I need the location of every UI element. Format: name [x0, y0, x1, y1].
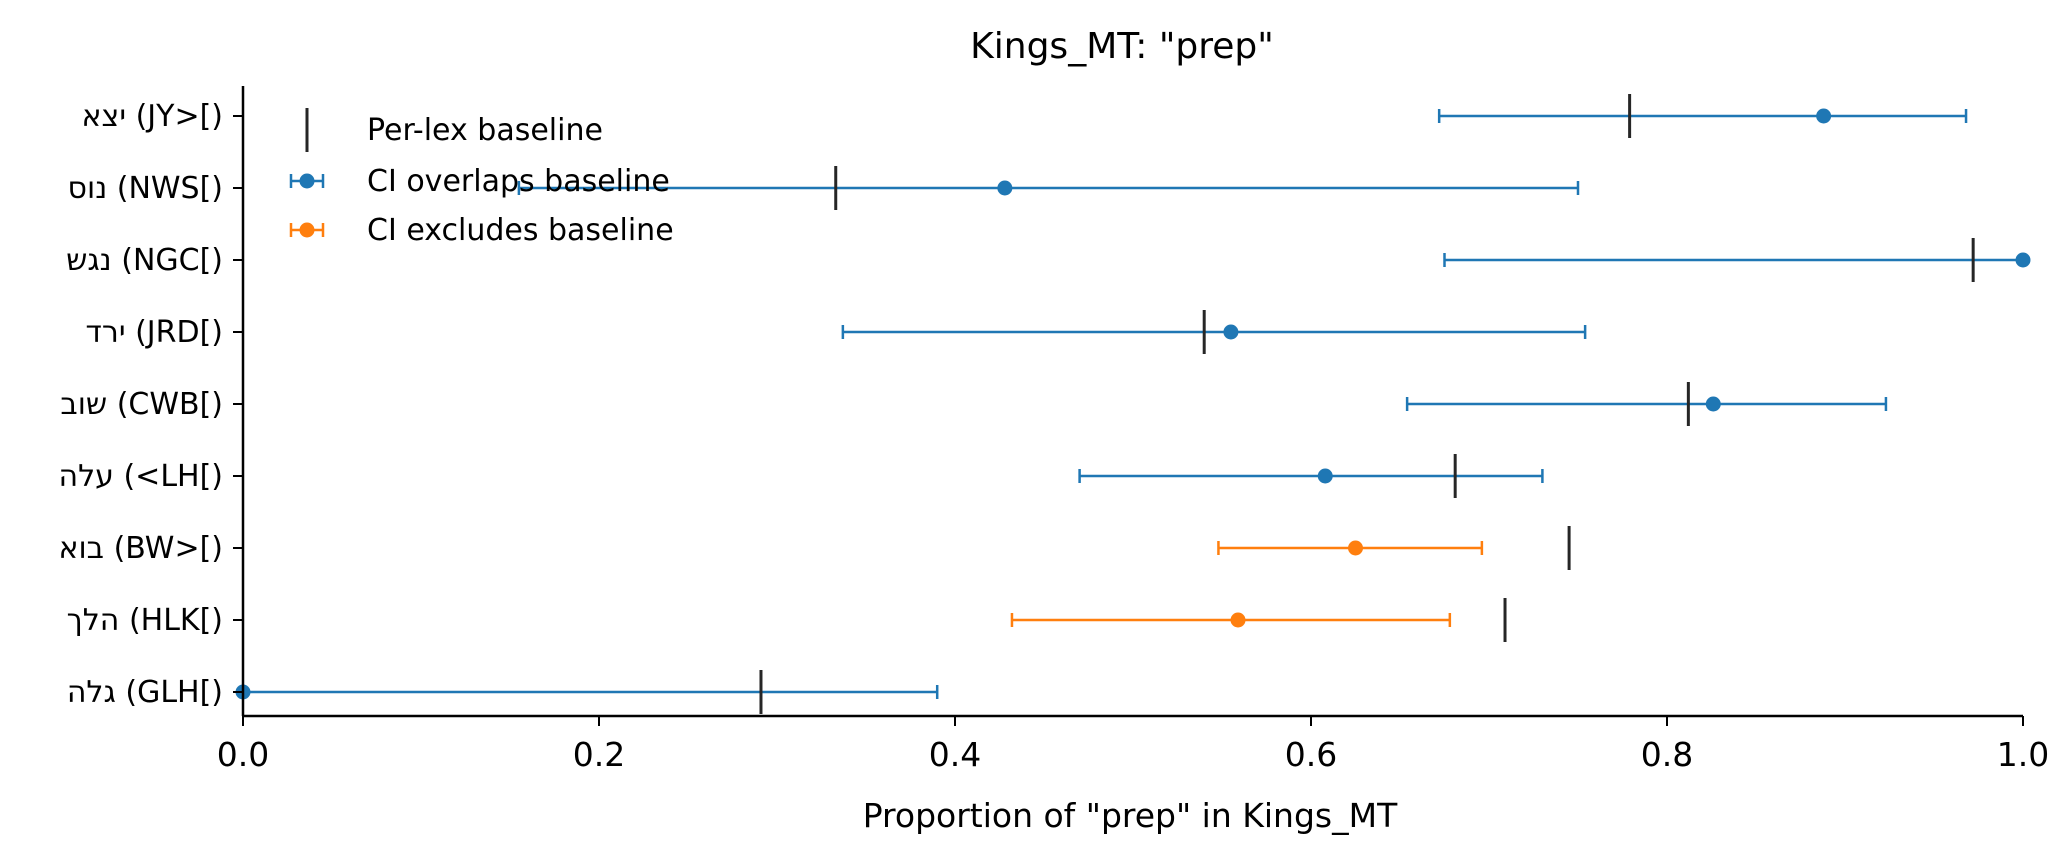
legend-label: CI excludes baseline	[367, 213, 674, 248]
y-tick-label: שוב (CWB[)	[60, 387, 223, 422]
point-estimate	[1816, 108, 1832, 124]
x-tick-label: 0.0	[217, 735, 269, 774]
legend: Per-lex baseline CI overlaps baseline CI e…	[289, 108, 674, 248]
point-estimate	[997, 180, 1013, 196]
point-estimate	[1348, 540, 1363, 556]
x-tick-label: 0.6	[1285, 735, 1337, 774]
x-axis-label: Proportion of "prep" in Kings_MT	[863, 796, 1398, 835]
plot-area	[235, 94, 2031, 714]
y-tick-label: גלה (GLH[)	[67, 675, 223, 710]
y-tick-label: ירד (JRD[)	[86, 315, 223, 350]
x-tick-label: 0.2	[573, 735, 625, 774]
legend-label: Per-lex baseline	[367, 113, 603, 148]
y-tick-label: עלה (<LH[)	[59, 459, 224, 494]
y-axis: יצא (JY>[) נוס (NWS[) נגש (NGC[) ירד (JRD[)…	[58, 86, 245, 716]
legend-label: CI overlaps baseline	[367, 164, 670, 199]
chart-title: Kings_MT: "prep"	[970, 26, 1274, 67]
point-estimate	[1223, 324, 1239, 340]
y-tick-label: נגש (NGC[)	[66, 243, 223, 278]
y-tick-label: בוא (BW>[)	[58, 531, 223, 566]
point-estimate	[1317, 468, 1333, 484]
legend-point	[299, 222, 315, 238]
y-tick-label: יצא (JY>[)	[81, 99, 223, 134]
y-tick-label: נוס (NWS[)	[68, 171, 223, 206]
x-tick-label: 0.4	[929, 735, 981, 774]
point-estimate	[2015, 252, 2031, 268]
point-estimate	[1230, 612, 1246, 628]
x-axis: 0.0 0.2 0.4 0.6 0.8 1.0	[217, 714, 2049, 774]
x-tick-label: 0.8	[1641, 735, 1693, 774]
x-tick-label: 1.0	[1997, 735, 2049, 774]
y-tick-label: הלך (HLK[)	[67, 603, 223, 638]
legend-point	[299, 173, 315, 189]
point-estimate	[1705, 396, 1721, 412]
